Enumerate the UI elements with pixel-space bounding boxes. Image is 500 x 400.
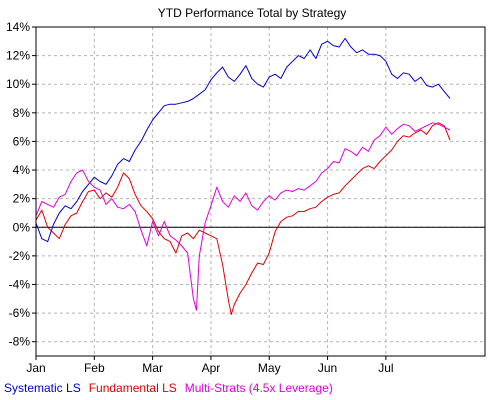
x-tick-label: Jan <box>26 361 45 375</box>
y-tick-label: 0% <box>13 220 31 234</box>
series-line-1 <box>35 37 451 243</box>
y-tick-label: -6% <box>9 306 31 320</box>
series-group <box>35 37 451 315</box>
x-tick-label: May <box>258 361 281 375</box>
x-axis: Jan Feb Mar Apr May Jun Jul <box>26 356 394 375</box>
y-tick-label: 14% <box>6 20 30 34</box>
y-tick-label: 10% <box>6 77 30 91</box>
y-tick-label: -4% <box>9 277 31 291</box>
y-tick-label: -2% <box>9 249 31 263</box>
y-tick-label: -8% <box>9 335 31 349</box>
y-tick-label: 6% <box>13 134 31 148</box>
x-tick-label: Jun <box>318 361 337 375</box>
y-tick-label: 4% <box>13 163 31 177</box>
x-tick-label: Apr <box>202 361 221 375</box>
legend-entry-2: Fundamental LS <box>89 381 177 395</box>
y-tick-label: 2% <box>13 192 31 206</box>
series-line-2 <box>35 122 451 315</box>
legend-entry-1: Systematic LS <box>4 381 81 395</box>
y-tick-label: 12% <box>6 49 30 63</box>
y-tick-label: 8% <box>13 106 31 120</box>
x-tick-label: Mar <box>142 361 163 375</box>
x-tick-label: Jul <box>378 361 393 375</box>
y-axis: 14% 12% 10% 8% 6% 4% 2% 0% -2% -4% -6% -8% <box>6 20 36 349</box>
grid <box>35 26 485 356</box>
series-line-3 <box>35 122 451 311</box>
legend: Systematic LS Fundamental LS Multi-Strats … <box>4 381 333 395</box>
plot-frame <box>35 26 486 357</box>
legend-entry-3: Multi-Strats (4.5x Leverage) <box>185 381 333 395</box>
x-tick-label: Feb <box>84 361 105 375</box>
chart-title: YTD Performance Total by Strategy <box>158 6 347 20</box>
